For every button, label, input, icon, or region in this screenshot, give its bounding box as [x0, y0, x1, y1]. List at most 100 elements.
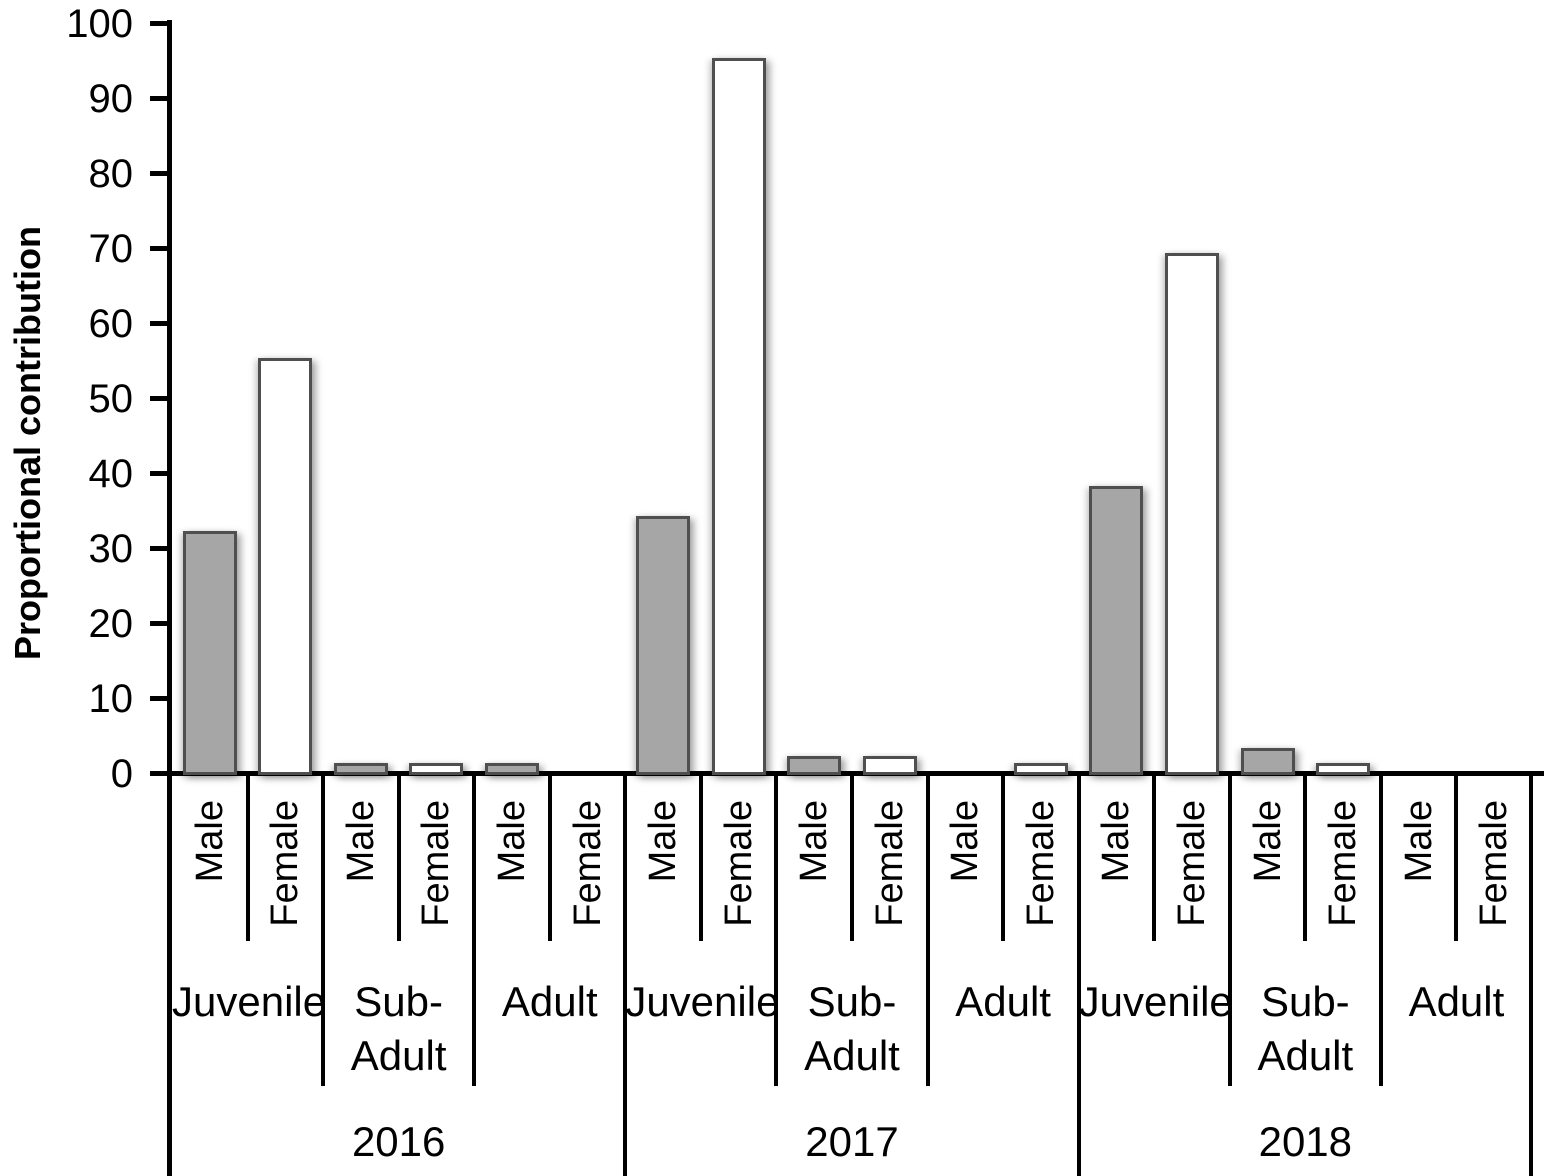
x-tick-label-male: Male: [928, 800, 1004, 950]
age-divider: [1227, 771, 1232, 1086]
y-tick: [150, 246, 167, 251]
age-divider: [925, 771, 930, 1086]
y-tick-label: 10: [88, 676, 134, 721]
x-tick-label-male: Male: [474, 800, 550, 950]
age-group-label-sub-adult: Sub- Adult: [804, 978, 900, 1079]
y-tick: [150, 471, 167, 476]
x-tick-label-male: Male: [323, 800, 399, 950]
y-tick: [150, 621, 167, 626]
x-tick-label-text: Female: [1473, 800, 1516, 927]
x-tick-label-text: Male: [188, 800, 231, 883]
bar-2016-sub-adult-female: [409, 763, 464, 775]
age-divider: [1378, 771, 1383, 1086]
bar-2018-sub-adult-female: [1316, 763, 1371, 775]
age-group-label-adult: Adult: [1408, 978, 1505, 1025]
bar-2018-sub-adult-male: [1240, 748, 1295, 775]
x-tick-label-female: Female: [1154, 800, 1230, 950]
x-tick-label-text: Male: [1246, 800, 1289, 883]
y-tick-label: 20: [88, 601, 134, 646]
sex-divider: [1001, 771, 1006, 941]
y-tick-label: 0: [110, 751, 133, 796]
x-tick-label-text: Female: [566, 800, 609, 927]
x-tick-label-text: Female: [717, 800, 760, 927]
x-tick-label-text: Female: [415, 800, 458, 927]
x-tick-label-female: Female: [1305, 800, 1381, 950]
bar-2016-sub-adult-male: [333, 763, 388, 775]
age-group-label-adult: Adult: [501, 978, 598, 1025]
x-tick-label-female: Female: [550, 800, 626, 950]
bar-2018-juvenile-female: [1165, 253, 1219, 775]
x-tick-label-female: Female: [1456, 800, 1532, 950]
x-tick-label-female: Female: [399, 800, 475, 950]
age-group-label-juvenile: Juvenile: [1078, 978, 1233, 1025]
y-tick-label: 70: [88, 226, 134, 271]
age-divider: [472, 771, 477, 1086]
x-tick-label-text: Female: [1322, 800, 1365, 927]
bar-2018-juvenile-male: [1089, 486, 1144, 775]
x-tick-label-text: Female: [1019, 800, 1062, 927]
sex-divider: [850, 771, 854, 941]
age-divider: [774, 771, 779, 1086]
x-tick-label-text: Male: [793, 800, 836, 883]
sex-divider: [245, 771, 250, 941]
age-group-label-juvenile: Juvenile: [625, 978, 780, 1025]
bar-2017-adult-female: [1013, 763, 1068, 775]
year-group-label-2017: 2017: [805, 1118, 899, 1165]
y-axis-line: [167, 20, 172, 1176]
x-tick-label-male: Male: [1079, 800, 1155, 950]
x-tick-label-female: Female: [852, 800, 928, 950]
y-tick-label: 30: [88, 526, 134, 571]
y-tick-label: 50: [88, 376, 134, 421]
y-tick-label: 100: [66, 1, 133, 46]
x-tick-label-male: Male: [625, 800, 701, 950]
x-tick-label-text: Male: [1397, 800, 1440, 883]
age-group-label-sub-adult: Sub- Adult: [1257, 978, 1354, 1079]
age-divider: [321, 771, 326, 1086]
x-tick-label-male: Male: [1381, 800, 1457, 950]
y-tick: [150, 696, 167, 701]
y-tick-label: 40: [88, 451, 134, 496]
x-tick-label-male: Male: [172, 800, 248, 950]
y-tick: [150, 171, 167, 176]
x-tick-label-text: Male: [944, 800, 987, 883]
bar-2017-juvenile-male: [636, 516, 691, 775]
x-tick-label-text: Male: [339, 800, 382, 883]
age-group-label-sub-adult: Sub- Adult: [350, 978, 447, 1079]
y-tick: [150, 21, 167, 26]
x-tick-label-text: Male: [642, 800, 685, 883]
x-tick-label-text: Male: [1095, 800, 1138, 883]
y-tick: [150, 546, 167, 551]
year-divider: [1076, 771, 1081, 1176]
age-group-label-adult: Adult: [955, 978, 1051, 1025]
y-tick-label: 90: [88, 76, 134, 121]
y-tick: [150, 396, 167, 401]
x-tick-label-male: Male: [776, 800, 852, 950]
x-tick-label-text: Female: [1170, 800, 1213, 927]
y-tick: [150, 771, 167, 776]
x-tick-label-female: Female: [701, 800, 777, 950]
y-tick: [150, 96, 167, 101]
year-group-label-2016: 2016: [351, 1118, 446, 1165]
x-tick-label-text: Female: [868, 800, 911, 927]
sex-divider: [547, 771, 552, 941]
sex-divider: [396, 771, 401, 941]
age-group-label-juvenile: Juvenile: [172, 978, 327, 1025]
x-tick-label-male: Male: [1230, 800, 1306, 950]
bar-2017-sub-adult-female: [862, 756, 917, 775]
x-tick-label-text: Male: [490, 800, 533, 883]
y-tick: [150, 321, 167, 326]
year-group-label-2018: 2018: [1258, 1118, 1353, 1165]
sex-divider: [698, 771, 703, 941]
right-frame-line: [1529, 771, 1533, 1176]
sex-divider: [1303, 771, 1308, 941]
sex-divider: [1454, 771, 1459, 941]
bar-2016-juvenile-male: [182, 531, 237, 775]
x-tick-label-female: Female: [248, 800, 324, 950]
bar-2017-juvenile-female: [711, 58, 766, 775]
y-tick-label: 60: [88, 301, 134, 346]
year-divider: [623, 771, 628, 1176]
x-tick-label-text: Female: [264, 800, 307, 927]
x-axis-line: [167, 771, 1544, 776]
bar-2016-juvenile-female: [258, 358, 313, 775]
